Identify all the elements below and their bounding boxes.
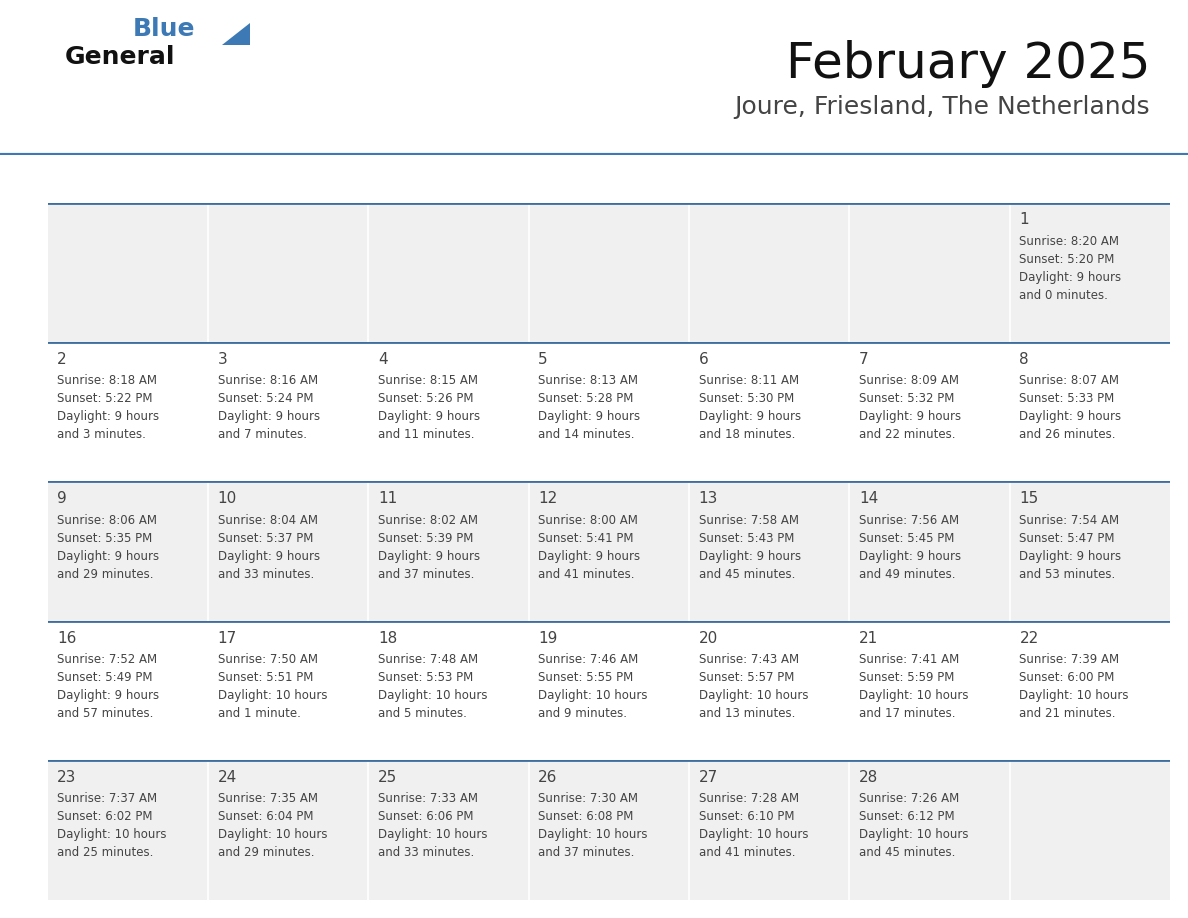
Text: 1: 1 [1019, 212, 1029, 228]
Text: 14: 14 [859, 491, 878, 506]
Text: Sunrise: 7:30 AM
Sunset: 6:08 PM
Daylight: 10 hours
and 37 minutes.: Sunrise: 7:30 AM Sunset: 6:08 PM Dayligh… [538, 792, 647, 859]
Text: 28: 28 [859, 770, 878, 785]
Text: 24: 24 [217, 770, 236, 785]
Polygon shape [222, 23, 249, 45]
Text: Sunrise: 7:37 AM
Sunset: 6:02 PM
Daylight: 10 hours
and 25 minutes.: Sunrise: 7:37 AM Sunset: 6:02 PM Dayligh… [57, 792, 166, 859]
Text: Sunrise: 7:39 AM
Sunset: 6:00 PM
Daylight: 10 hours
and 21 minutes.: Sunrise: 7:39 AM Sunset: 6:00 PM Dayligh… [1019, 653, 1129, 720]
Text: Sunrise: 7:28 AM
Sunset: 6:10 PM
Daylight: 10 hours
and 41 minutes.: Sunrise: 7:28 AM Sunset: 6:10 PM Dayligh… [699, 792, 808, 859]
Text: Sunday: Sunday [61, 170, 129, 188]
Text: Sunrise: 7:54 AM
Sunset: 5:47 PM
Daylight: 9 hours
and 53 minutes.: Sunrise: 7:54 AM Sunset: 5:47 PM Dayligh… [1019, 513, 1121, 580]
Text: 4: 4 [378, 352, 387, 367]
Text: Sunrise: 7:48 AM
Sunset: 5:53 PM
Daylight: 10 hours
and 5 minutes.: Sunrise: 7:48 AM Sunset: 5:53 PM Dayligh… [378, 653, 487, 720]
Text: 25: 25 [378, 770, 397, 785]
Text: 7: 7 [859, 352, 868, 367]
Text: Tuesday: Tuesday [381, 170, 457, 188]
Text: Sunrise: 8:02 AM
Sunset: 5:39 PM
Daylight: 9 hours
and 37 minutes.: Sunrise: 8:02 AM Sunset: 5:39 PM Dayligh… [378, 513, 480, 580]
Text: 15: 15 [1019, 491, 1038, 506]
Text: 2: 2 [57, 352, 67, 367]
Text: Sunrise: 7:46 AM
Sunset: 5:55 PM
Daylight: 10 hours
and 9 minutes.: Sunrise: 7:46 AM Sunset: 5:55 PM Dayligh… [538, 653, 647, 720]
Text: 26: 26 [538, 770, 557, 785]
Text: Sunrise: 8:07 AM
Sunset: 5:33 PM
Daylight: 9 hours
and 26 minutes.: Sunrise: 8:07 AM Sunset: 5:33 PM Dayligh… [1019, 375, 1121, 442]
Text: Sunrise: 7:26 AM
Sunset: 6:12 PM
Daylight: 10 hours
and 45 minutes.: Sunrise: 7:26 AM Sunset: 6:12 PM Dayligh… [859, 792, 968, 859]
Text: Sunrise: 8:06 AM
Sunset: 5:35 PM
Daylight: 9 hours
and 29 minutes.: Sunrise: 8:06 AM Sunset: 5:35 PM Dayligh… [57, 513, 159, 580]
Text: Sunrise: 7:56 AM
Sunset: 5:45 PM
Daylight: 9 hours
and 49 minutes.: Sunrise: 7:56 AM Sunset: 5:45 PM Dayligh… [859, 513, 961, 580]
Text: 16: 16 [57, 631, 76, 645]
Text: 11: 11 [378, 491, 397, 506]
Text: 18: 18 [378, 631, 397, 645]
Text: Blue: Blue [133, 17, 196, 41]
Text: Friday: Friday [862, 170, 920, 188]
Text: Wednesday: Wednesday [542, 170, 649, 188]
Text: Sunrise: 8:11 AM
Sunset: 5:30 PM
Daylight: 9 hours
and 18 minutes.: Sunrise: 8:11 AM Sunset: 5:30 PM Dayligh… [699, 375, 801, 442]
Text: 3: 3 [217, 352, 227, 367]
Text: Sunrise: 8:13 AM
Sunset: 5:28 PM
Daylight: 9 hours
and 14 minutes.: Sunrise: 8:13 AM Sunset: 5:28 PM Dayligh… [538, 375, 640, 442]
Text: Sunrise: 8:16 AM
Sunset: 5:24 PM
Daylight: 9 hours
and 7 minutes.: Sunrise: 8:16 AM Sunset: 5:24 PM Dayligh… [217, 375, 320, 442]
Text: Sunrise: 7:41 AM
Sunset: 5:59 PM
Daylight: 10 hours
and 17 minutes.: Sunrise: 7:41 AM Sunset: 5:59 PM Dayligh… [859, 653, 968, 720]
Text: 9: 9 [57, 491, 67, 506]
Text: Thursday: Thursday [702, 170, 789, 188]
Text: Sunrise: 8:09 AM
Sunset: 5:32 PM
Daylight: 9 hours
and 22 minutes.: Sunrise: 8:09 AM Sunset: 5:32 PM Dayligh… [859, 375, 961, 442]
Text: Sunrise: 7:33 AM
Sunset: 6:06 PM
Daylight: 10 hours
and 33 minutes.: Sunrise: 7:33 AM Sunset: 6:06 PM Dayligh… [378, 792, 487, 859]
Text: Sunrise: 7:43 AM
Sunset: 5:57 PM
Daylight: 10 hours
and 13 minutes.: Sunrise: 7:43 AM Sunset: 5:57 PM Dayligh… [699, 653, 808, 720]
Text: Sunrise: 7:52 AM
Sunset: 5:49 PM
Daylight: 9 hours
and 57 minutes.: Sunrise: 7:52 AM Sunset: 5:49 PM Dayligh… [57, 653, 159, 720]
Text: 19: 19 [538, 631, 557, 645]
Text: 13: 13 [699, 491, 718, 506]
Text: Sunrise: 8:15 AM
Sunset: 5:26 PM
Daylight: 9 hours
and 11 minutes.: Sunrise: 8:15 AM Sunset: 5:26 PM Dayligh… [378, 375, 480, 442]
Text: Joure, Friesland, The Netherlands: Joure, Friesland, The Netherlands [734, 95, 1150, 119]
Text: 8: 8 [1019, 352, 1029, 367]
Text: February 2025: February 2025 [785, 40, 1150, 88]
Text: 22: 22 [1019, 631, 1038, 645]
Text: General: General [65, 45, 176, 69]
Text: 17: 17 [217, 631, 236, 645]
Text: 6: 6 [699, 352, 708, 367]
Text: Monday: Monday [221, 170, 293, 188]
Text: Saturday: Saturday [1023, 170, 1107, 188]
Text: Sunrise: 7:58 AM
Sunset: 5:43 PM
Daylight: 9 hours
and 45 minutes.: Sunrise: 7:58 AM Sunset: 5:43 PM Dayligh… [699, 513, 801, 580]
Text: 27: 27 [699, 770, 718, 785]
Text: 20: 20 [699, 631, 718, 645]
Text: Sunrise: 7:50 AM
Sunset: 5:51 PM
Daylight: 10 hours
and 1 minute.: Sunrise: 7:50 AM Sunset: 5:51 PM Dayligh… [217, 653, 327, 720]
Text: 5: 5 [538, 352, 548, 367]
Text: 21: 21 [859, 631, 878, 645]
Text: 12: 12 [538, 491, 557, 506]
Text: 10: 10 [217, 491, 236, 506]
Text: Sunrise: 7:35 AM
Sunset: 6:04 PM
Daylight: 10 hours
and 29 minutes.: Sunrise: 7:35 AM Sunset: 6:04 PM Dayligh… [217, 792, 327, 859]
Text: 23: 23 [57, 770, 76, 785]
Text: Sunrise: 8:20 AM
Sunset: 5:20 PM
Daylight: 9 hours
and 0 minutes.: Sunrise: 8:20 AM Sunset: 5:20 PM Dayligh… [1019, 235, 1121, 302]
Text: Sunrise: 8:18 AM
Sunset: 5:22 PM
Daylight: 9 hours
and 3 minutes.: Sunrise: 8:18 AM Sunset: 5:22 PM Dayligh… [57, 375, 159, 442]
Text: Sunrise: 8:00 AM
Sunset: 5:41 PM
Daylight: 9 hours
and 41 minutes.: Sunrise: 8:00 AM Sunset: 5:41 PM Dayligh… [538, 513, 640, 580]
Text: Sunrise: 8:04 AM
Sunset: 5:37 PM
Daylight: 9 hours
and 33 minutes.: Sunrise: 8:04 AM Sunset: 5:37 PM Dayligh… [217, 513, 320, 580]
